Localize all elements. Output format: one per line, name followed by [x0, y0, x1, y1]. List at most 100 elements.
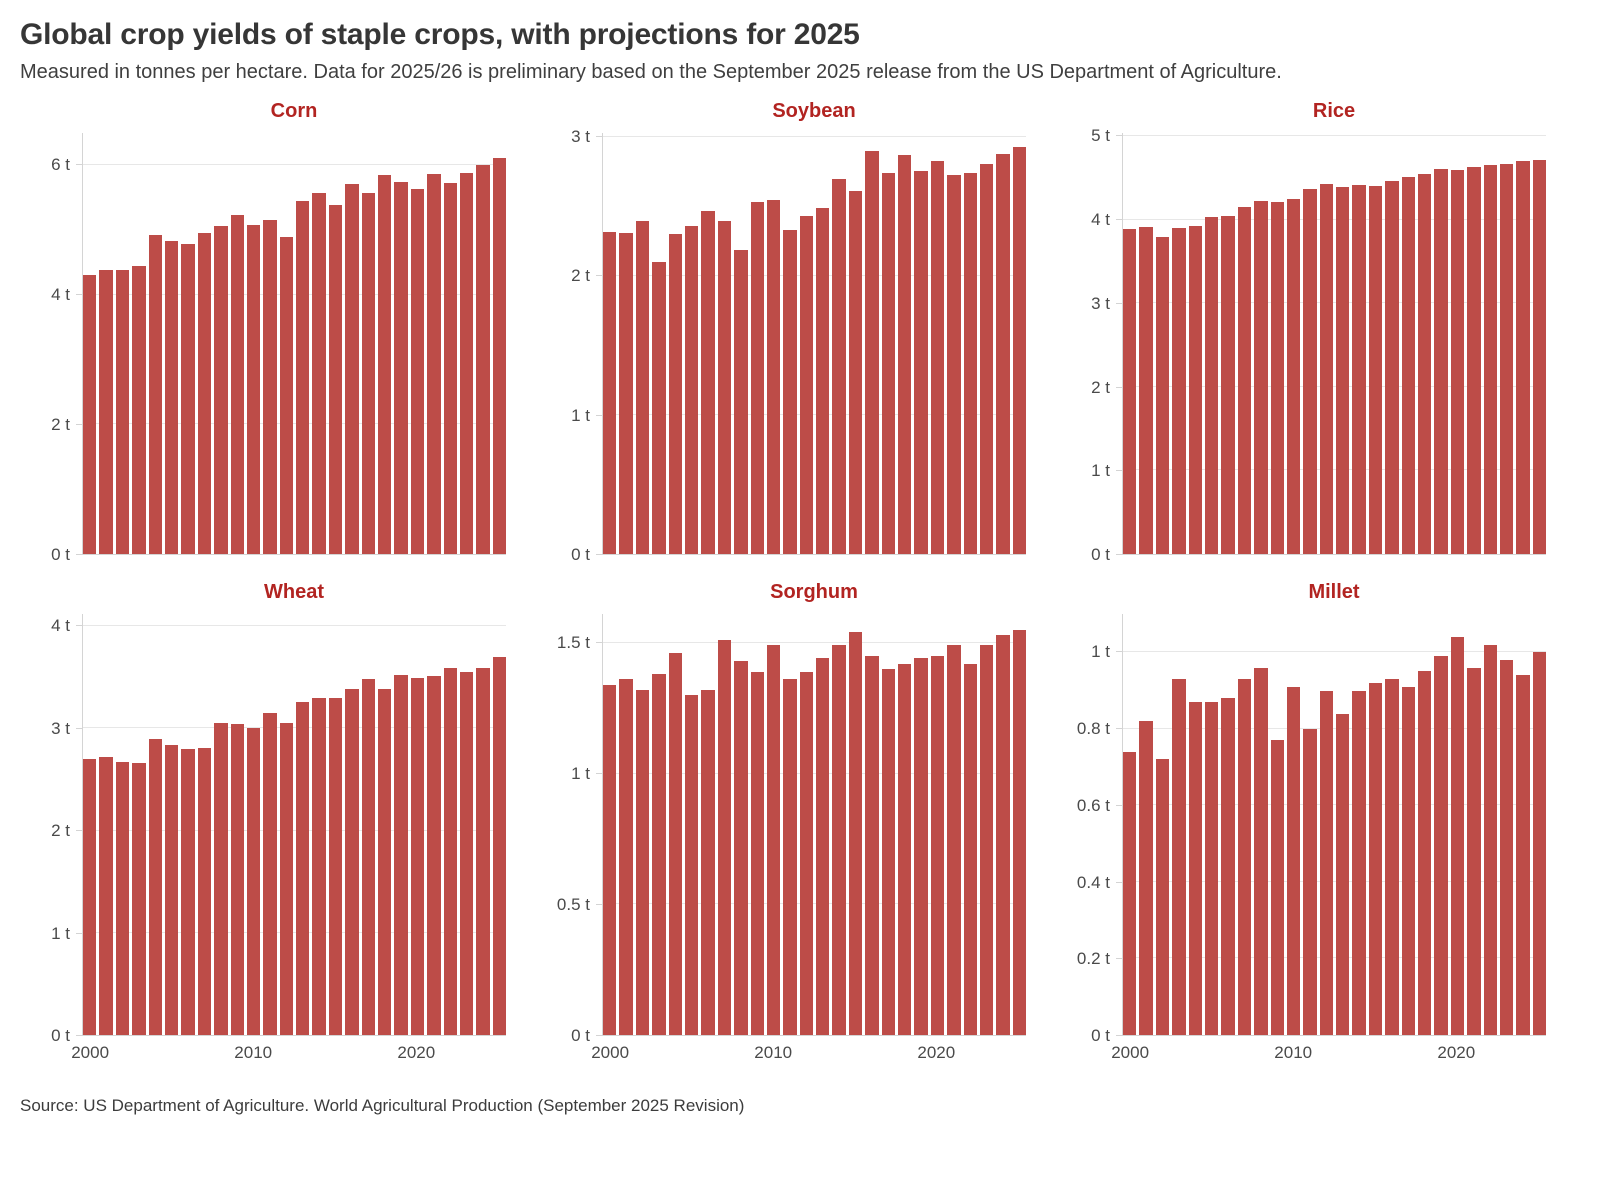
bar-wheat-2007 — [197, 747, 212, 1035]
bar-wheat-2024 — [476, 668, 490, 1035]
bar-wheat-2010 — [246, 728, 261, 1035]
bar-sorghum-2006 — [701, 689, 715, 1035]
y-tick-label: 0 t — [571, 1026, 590, 1045]
y-tick-label: 1.5 t — [556, 632, 590, 652]
bar-wheat-2011 — [263, 713, 277, 1035]
y-tick-mark — [1116, 1035, 1122, 1036]
bar-wheat-2000 — [83, 759, 97, 1035]
bar-corn-2020 — [410, 189, 425, 554]
bar-millet-2018 — [1418, 671, 1432, 1035]
bar-soybean-2023 — [979, 163, 994, 554]
plot — [82, 133, 507, 555]
bar-rice-2017 — [1401, 177, 1416, 554]
bar-rice-2002 — [1155, 236, 1170, 554]
gridline — [1123, 218, 1546, 220]
bar-wheat-2022 — [443, 668, 457, 1035]
y-tick-mark — [1116, 135, 1122, 137]
y-tick-label: 0.5 t — [556, 894, 590, 914]
bar-corn-2004 — [148, 234, 162, 554]
bar-soybean-2007 — [717, 220, 732, 554]
bar-wheat-2023 — [459, 672, 474, 1035]
bar-rice-2023 — [1499, 163, 1514, 554]
bar-millet-2005 — [1204, 702, 1219, 1035]
bar-corn-2006 — [181, 244, 195, 554]
gridline — [1123, 385, 1546, 387]
bar-rice-2007 — [1237, 206, 1252, 554]
x-axis: 2000 2010 2020 — [1111, 1036, 1546, 1066]
bar-millet-2017 — [1401, 686, 1416, 1035]
x-tick-label: 2000 — [1111, 1043, 1150, 1062]
bar-soybean-2014 — [832, 178, 846, 554]
bar-wheat-2009 — [230, 724, 244, 1035]
bar-sorghum-2021 — [947, 645, 961, 1035]
bar-millet-2019 — [1434, 656, 1448, 1035]
bar-corn-2024 — [476, 165, 490, 554]
bar-wheat-2018 — [378, 688, 392, 1035]
bar-rice-2018 — [1418, 173, 1432, 554]
y-tick-mark — [76, 625, 82, 627]
bar-millet-2006 — [1221, 698, 1235, 1035]
y-tick-mark — [76, 932, 82, 934]
bar-corn-2017 — [361, 193, 376, 554]
plot-area: 0 t 0.2 t 0.4 t 0.6 t 0.8 t 1 t — [1060, 614, 1547, 1045]
bar-sorghum-2019 — [914, 658, 928, 1035]
bar-millet-2014 — [1352, 690, 1366, 1035]
bar-millet-2003 — [1172, 679, 1186, 1035]
bar-rice-2010 — [1286, 199, 1301, 554]
bar-soybean-2017 — [881, 173, 896, 554]
bar-millet-2002 — [1155, 759, 1170, 1035]
y-tick-mark — [1116, 219, 1122, 221]
y-tick-label: 0.2 t — [1076, 949, 1110, 969]
bar-sorghum-2008 — [734, 661, 748, 1035]
gridline — [1123, 469, 1546, 471]
bar-millet-2000 — [1123, 751, 1137, 1035]
gridline — [83, 164, 506, 166]
bar-corn-2023 — [459, 173, 474, 554]
y-tick-mark — [1116, 728, 1122, 730]
x-tick-label: 2020 — [917, 1043, 956, 1062]
y-tick-mark — [1116, 881, 1122, 883]
bar-wheat-2020 — [410, 678, 425, 1035]
y-tick-label: 0 t — [1091, 545, 1110, 564]
y-tick-mark — [596, 1035, 602, 1036]
bar-wheat-2006 — [181, 748, 195, 1035]
bar-sorghum-2009 — [750, 671, 764, 1035]
y-tick-mark — [1116, 958, 1122, 960]
bar-sorghum-2023 — [979, 645, 994, 1035]
bar-soybean-2011 — [783, 230, 797, 554]
x-tick-label: 2010 — [754, 1043, 793, 1062]
gridline — [603, 136, 1026, 138]
y-axis: 0 t 1 t 2 t 3 t 4 t 5 t — [1060, 127, 1122, 564]
y-tick-label: 1 t — [571, 763, 590, 783]
bar-millet-2022 — [1483, 644, 1497, 1035]
bar-millet-2004 — [1188, 702, 1202, 1035]
bar-wheat-2013 — [296, 701, 310, 1035]
y-tick-label: 0 t — [51, 545, 70, 564]
bar-millet-2008 — [1254, 667, 1268, 1035]
bar-millet-2007 — [1237, 679, 1252, 1035]
bar-rice-2021 — [1467, 167, 1481, 554]
bar-millet-2011 — [1303, 728, 1317, 1035]
bar-corn-2008 — [214, 226, 228, 554]
y-tick-label: 0.6 t — [1076, 795, 1110, 815]
page-title: Global crop yields of staple crops, with… — [20, 18, 860, 51]
y-axis: 0 t 1 t 2 t 3 t — [540, 128, 602, 564]
y-tick-label: 0 t — [571, 545, 590, 564]
bar-wheat-2012 — [279, 723, 294, 1035]
y-tick-mark — [1116, 302, 1122, 304]
bar-rice-2009 — [1270, 202, 1284, 554]
gridline — [83, 727, 506, 729]
bar-rice-2011 — [1303, 188, 1317, 554]
bar-soybean-2021 — [947, 174, 961, 554]
chart-title-soybean: Soybean — [772, 100, 856, 122]
y-tick-label: 0 t — [1091, 1026, 1110, 1045]
chart-title-wheat: Wheat — [264, 581, 324, 603]
plot — [82, 614, 507, 1036]
bar-millet-2010 — [1286, 686, 1301, 1035]
y-tick-mark — [596, 275, 602, 277]
y-tick-label: 4 t — [51, 285, 70, 305]
bar-corn-2013 — [296, 201, 310, 554]
y-tick-mark — [76, 424, 82, 426]
y-tick-mark — [1116, 470, 1122, 472]
y-tick-mark — [76, 554, 82, 555]
